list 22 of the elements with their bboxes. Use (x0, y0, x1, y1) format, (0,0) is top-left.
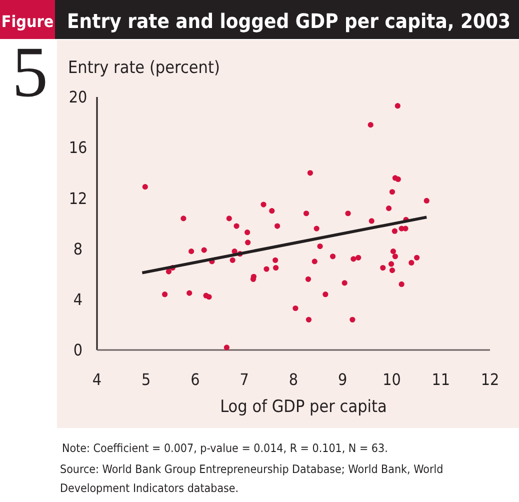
x-tick-label: 4 (92, 370, 102, 389)
x-tick-label: 10 (382, 370, 401, 389)
text: Figure (1, 12, 54, 31)
text: 5 (12, 32, 48, 112)
text: Note: Coefficient = 0.007, p-value = 0.014, R = 0.101, N = 63. (62, 441, 388, 455)
y-tick-label: 16 (68, 138, 88, 158)
source-note: Source: World Bank Group Entrepreneurship Database; World Bank, World Development Indicators database. (60, 461, 444, 497)
y-tick-label: 0 (73, 340, 83, 360)
x-tick-label: 8 (288, 370, 298, 389)
x-tick-label: 7 (240, 370, 249, 389)
x-tick-label: 12 (480, 370, 500, 389)
y-tick-label: 20 (68, 88, 88, 107)
y-tick-label: 8 (73, 239, 83, 258)
x-axis-title: Log of GDP per capita (220, 397, 387, 417)
chart-title: Entry rate and logged GDP per capita, 2003 (67, 9, 511, 33)
y-tick-label: 12 (68, 188, 88, 208)
y-axis-title: Entry rate (percent) (68, 58, 220, 78)
x-tick-label: 5 (142, 370, 151, 389)
x-tick-label: 9 (338, 370, 348, 389)
x-tick-label: 11 (432, 370, 450, 389)
x-tick-label: 6 (190, 370, 200, 389)
y-tick-label: 4 (73, 290, 83, 309)
